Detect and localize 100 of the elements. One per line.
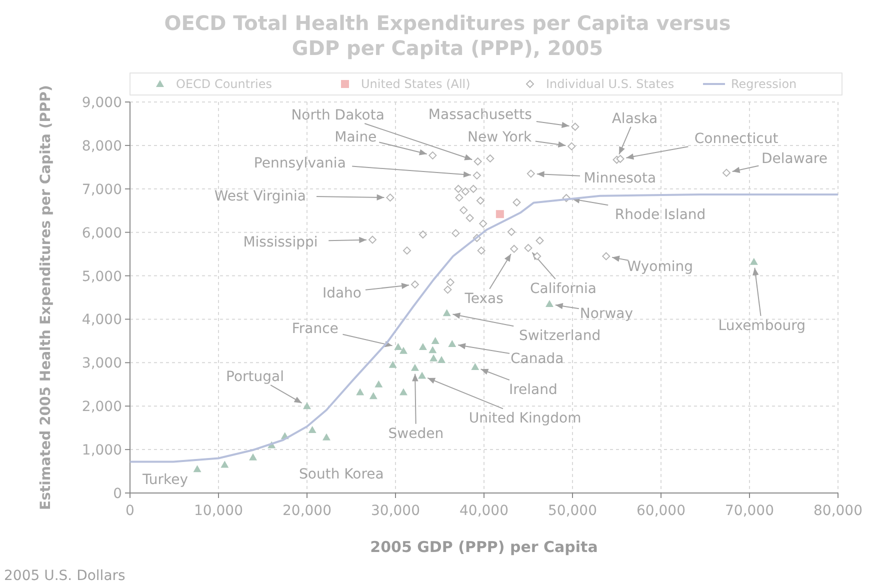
point <box>471 363 480 370</box>
x-tick-label: 40,000 <box>460 503 508 519</box>
point <box>369 392 378 400</box>
point <box>399 346 408 354</box>
point <box>616 154 624 163</box>
annotation: Maine <box>334 129 377 146</box>
annotation: Norway <box>580 306 634 322</box>
x-tick-label: 0 <box>126 503 134 519</box>
point <box>410 364 419 371</box>
annotation: West Virginia <box>214 188 306 205</box>
point <box>430 354 438 362</box>
x-tick-label: 70,000 <box>725 503 774 519</box>
annotation: Ireland <box>508 382 558 398</box>
point <box>220 460 229 468</box>
point <box>526 170 535 178</box>
point <box>418 230 427 239</box>
annotation: United Kingdom <box>468 410 582 427</box>
y-tick-label: 7,000 <box>82 182 122 198</box>
annotation: North Dakota <box>291 108 384 124</box>
point <box>486 154 494 162</box>
annotation: New York <box>468 129 533 146</box>
point <box>571 122 580 131</box>
y-tick-label: 5,000 <box>82 268 122 285</box>
point <box>452 229 460 238</box>
point <box>418 372 426 379</box>
point <box>446 278 454 286</box>
annotation: Mississippi <box>243 234 318 251</box>
y-tick-label: 0 <box>113 486 122 502</box>
annotation: Switzerland <box>518 328 601 344</box>
legend-label: OECD Countries <box>176 77 272 91</box>
point <box>496 210 504 218</box>
y-tick-label: 1,000 <box>82 442 122 459</box>
annotation: Portugal <box>226 369 284 386</box>
x-tick-label: 80,000 <box>814 503 862 519</box>
annotation: Minnesota <box>584 170 656 187</box>
x-tick-label: 20,000 <box>282 503 332 519</box>
annotation: Alaska <box>612 110 658 127</box>
point <box>568 142 576 150</box>
point <box>386 194 394 202</box>
annotation: Idaho <box>322 285 362 302</box>
point <box>444 286 452 294</box>
annotation: Pennsylvania <box>254 155 346 172</box>
point <box>460 206 468 214</box>
point <box>476 196 484 205</box>
annotation: Connecticut <box>694 130 779 147</box>
point <box>469 184 478 193</box>
point <box>461 187 470 196</box>
annotation: Wyoming <box>627 259 693 276</box>
annotation: Turkey <box>141 472 188 488</box>
y-axis-title: Estimated 2005 Health Expenditures per Capita (PPP) <box>38 85 54 510</box>
point <box>602 252 610 260</box>
y-tick-label: 2,000 <box>82 399 122 416</box>
point <box>507 228 516 236</box>
point <box>193 465 202 472</box>
y-tick-label: 8,000 <box>82 138 122 154</box>
legend-label: Individual U.S. States <box>546 77 674 91</box>
y-tick-label: 3,000 <box>82 356 122 372</box>
legend-label: United States (All) <box>361 77 470 91</box>
point <box>428 151 437 160</box>
x-tick-label: 30,000 <box>371 503 420 519</box>
text: 2005 U.S. Dollars <box>4 568 126 584</box>
annotation: Rhode Island <box>614 207 706 224</box>
point <box>410 280 419 288</box>
point <box>394 343 402 350</box>
x-axis-title: 2005 GDP (PPP) per Capita <box>370 538 598 556</box>
point <box>356 388 364 396</box>
point <box>308 426 316 434</box>
point <box>442 309 451 316</box>
point <box>418 343 427 350</box>
point <box>454 184 462 193</box>
point <box>472 171 481 180</box>
point <box>477 246 486 255</box>
point <box>536 236 544 245</box>
point <box>474 158 482 166</box>
point <box>512 198 521 206</box>
annotation: Sweden <box>388 426 444 442</box>
y-tick-label: 9,000 <box>82 95 122 111</box>
point <box>545 300 554 308</box>
point <box>368 236 376 244</box>
point <box>431 336 440 344</box>
x-tick-label: 60,000 <box>636 503 686 519</box>
point <box>428 346 437 354</box>
point <box>448 340 456 347</box>
point <box>479 220 488 228</box>
annotation: Massachusetts <box>428 106 532 123</box>
point <box>455 194 464 202</box>
x-tick-label: 50,000 <box>548 503 597 519</box>
point <box>322 433 330 440</box>
point <box>510 244 518 253</box>
point <box>303 402 311 410</box>
legend-label: Regression <box>731 77 797 91</box>
annotation: Canada <box>510 350 564 367</box>
annotation: France <box>292 321 338 338</box>
annotation: Texas <box>464 290 504 307</box>
point <box>722 168 730 177</box>
y-tick-label: 6,000 <box>82 225 122 242</box>
x-tick-label: 10,000 <box>194 503 243 519</box>
point <box>466 214 474 222</box>
point <box>403 246 412 255</box>
annotation: South Korea <box>299 466 384 482</box>
